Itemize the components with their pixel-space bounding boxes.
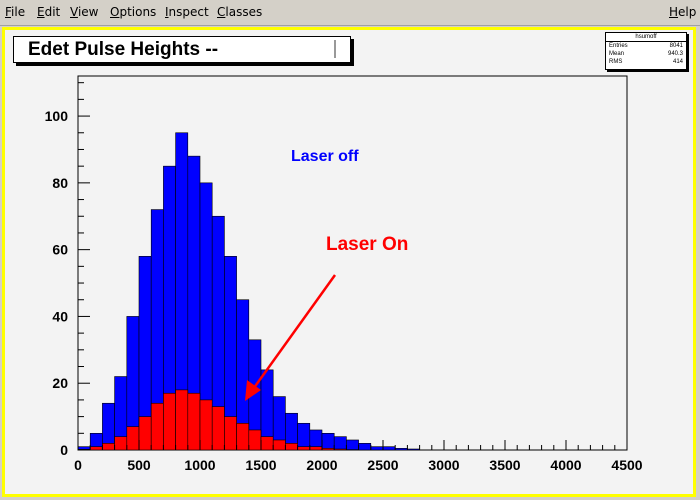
laser-off-bar — [358, 443, 372, 451]
title-redaction — [240, 40, 336, 58]
plot-title: Edet Pulse Heights -- — [28, 39, 219, 60]
laser-on-bar — [321, 448, 335, 451]
menu-classes[interactable]: Classes — [217, 5, 263, 19]
menu-view[interactable]: View — [70, 5, 99, 19]
plot-canvas[interactable]: 0 500 1000 1500 2000 2500 3000 3500 4000 4500 0 20 4… — [2, 27, 696, 497]
title-box[interactable]: Edet Pulse Heights -- — [13, 36, 351, 63]
histogram-chart[interactable]: 0 500 1000 1500 2000 2500 3000 3500 4000 4500 0 20 4… — [5, 30, 693, 494]
x-tick-label: 500 — [127, 457, 151, 473]
laser-on-bar — [236, 422, 250, 451]
x-tick-label: 2000 — [306, 457, 337, 473]
x-tick-label: 1000 — [184, 457, 215, 473]
laser-on-bar — [175, 389, 189, 451]
laser-on-bar — [150, 402, 164, 451]
laser-off-bar — [297, 422, 311, 451]
y-tick-label: 40 — [52, 308, 68, 324]
laser-on-bar — [333, 448, 347, 451]
laser-off-bar — [346, 439, 359, 451]
laser-on-bar — [297, 446, 311, 451]
laser-on-bar — [224, 416, 237, 451]
laser-on-bar — [211, 406, 225, 451]
y-tick-label: 100 — [45, 108, 69, 124]
menu-options[interactable]: Options — [110, 5, 157, 19]
menu-file[interactable]: File — [5, 5, 26, 19]
laser-on-bar — [285, 443, 298, 451]
x-tick-label: 1500 — [245, 457, 276, 473]
laser-on-bar — [163, 392, 176, 451]
laser-off-bar — [102, 402, 115, 451]
stats-row-mean: Mean 940.3 — [606, 50, 686, 58]
y-tick-label: 0 — [60, 442, 68, 458]
laser-on-bar — [272, 439, 286, 451]
laser-on-bar — [114, 436, 128, 451]
laser-on-bar — [309, 446, 323, 451]
stats-row-entries: Entries 8041 — [606, 42, 686, 50]
menu-edit[interactable]: Edit — [37, 5, 61, 19]
laser-off-label: Laser off — [291, 148, 359, 165]
stats-key: RMS — [609, 59, 623, 65]
stats-name: hsumoff — [606, 33, 686, 42]
laser-on-bar — [126, 426, 140, 451]
stats-box[interactable]: hsumoff Entries 8041 Mean 940.3 RMS 414 — [605, 32, 687, 70]
stats-key: Entries — [609, 43, 628, 49]
x-tick-label: 4500 — [611, 457, 642, 473]
laser-on-label: Laser On — [326, 234, 408, 255]
laser-on-bar — [138, 416, 152, 451]
y-tick-label: 60 — [52, 242, 68, 258]
stats-value: 8041 — [669, 43, 683, 49]
laser-off-bar — [321, 433, 335, 451]
stats-row-rms: RMS 414 — [606, 58, 686, 66]
laser-on-bar — [187, 392, 201, 451]
x-tick-label: 2500 — [367, 457, 398, 473]
menu-bar: File Edit View Options Inspect Classes H… — [0, 0, 700, 26]
laser-on-bar — [260, 436, 274, 451]
stats-key: Mean — [609, 51, 625, 57]
plot-pad[interactable]: 0 500 1000 1500 2000 2500 3000 3500 4000 4500 0 20 4… — [5, 30, 693, 494]
laser-off-bar — [382, 446, 396, 451]
menu-inspect[interactable]: Inspect — [165, 5, 209, 19]
x-tick-label: 3000 — [428, 457, 459, 473]
x-tick-label: 3500 — [489, 457, 520, 473]
menu-help[interactable]: Help — [669, 5, 697, 19]
laser-off-bar — [370, 446, 384, 451]
laser-off-bar — [394, 448, 408, 451]
stats-value: 940.3 — [667, 51, 683, 57]
laser-on-bar — [248, 429, 262, 451]
x-tick-label: 0 — [74, 457, 82, 473]
arrow-head — [245, 380, 261, 401]
y-tick-label: 20 — [52, 375, 68, 391]
laser-off-bar — [407, 448, 420, 451]
laser-on-bar — [89, 446, 103, 451]
x-tick-label: 4000 — [550, 457, 581, 473]
arrow-line — [249, 274, 337, 393]
laser-on-bar — [102, 443, 115, 451]
laser-on-bar — [199, 399, 213, 451]
laser-off-bar — [333, 436, 347, 451]
stats-value: 414 — [672, 59, 683, 65]
y-tick-label: 80 — [52, 175, 68, 191]
